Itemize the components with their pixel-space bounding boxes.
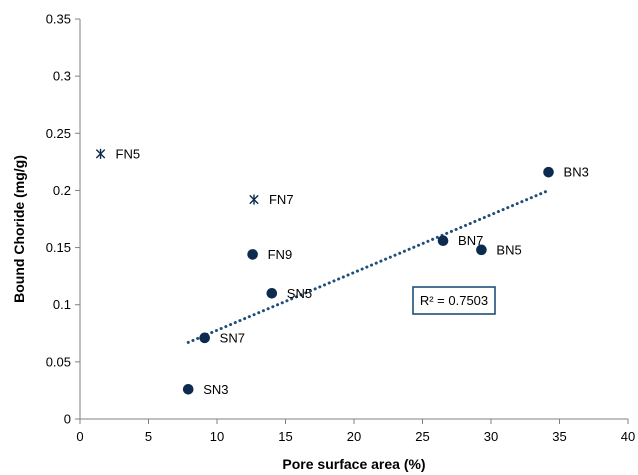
y-tick-label: 0.05 [46, 354, 71, 369]
point-labels: SN3 SN7 SN5 FN9 BN7 BN5 BN3 FN5 FN7 [116, 146, 589, 396]
data-point-fn5 [95, 148, 106, 159]
r-squared-annotation: R² = 0.7503 [412, 286, 496, 315]
axes [79, 19, 628, 420]
y-tick-label: 0.15 [46, 240, 71, 255]
y-tick-label: 0.2 [53, 183, 71, 198]
x-tick-label: 10 [210, 429, 224, 444]
trendline [186, 188, 551, 344]
point-label-sn5: SN5 [287, 286, 312, 301]
data-point-sn3 [182, 383, 194, 395]
r-squared-text: R² = 0.7503 [420, 293, 488, 308]
x-tick-label: 20 [347, 429, 361, 444]
point-label-bn3: BN3 [564, 165, 589, 180]
y-tick-label: 0.1 [53, 297, 71, 312]
y-tick-label: 0.25 [46, 126, 71, 141]
x-tick-label: 15 [278, 429, 292, 444]
data-point-bn3 [543, 166, 554, 178]
data-point-sn7 [199, 332, 210, 344]
data-point-fn7 [249, 194, 259, 205]
y-axis-ticks: 0 0.05 0.1 0.15 0.2 0.25 0.3 0.35 [46, 12, 80, 427]
data-point-fn9 [247, 249, 258, 260]
data-point-bn7 [437, 235, 449, 247]
x-axis-ticks: 0 5 10 15 20 25 30 35 40 [76, 419, 635, 444]
data-point-bn5 [476, 244, 487, 256]
y-tick-label: 0.35 [46, 12, 71, 27]
x-tick-label: 5 [145, 429, 152, 444]
point-label-fn7: FN7 [269, 192, 294, 207]
x-tick-label: 25 [415, 429, 429, 444]
x-tick-label: 0 [76, 429, 83, 444]
r-squared-box [412, 286, 496, 315]
x-axis-title: Pore surface area (%) [282, 456, 425, 472]
x-tick-label: 30 [484, 429, 498, 444]
point-label-sn3: SN3 [203, 382, 228, 397]
y-axis-title: Bound Choride (mg/g) [11, 155, 27, 303]
point-label-fn5: FN5 [116, 146, 141, 161]
x-tick-label: 35 [552, 429, 566, 444]
y-tick-label: 0 [64, 412, 71, 427]
point-label-bn7: BN7 [458, 233, 483, 248]
point-label-bn5: BN5 [496, 242, 521, 257]
point-label-fn9: FN9 [268, 247, 293, 262]
x-tick-label: 40 [621, 429, 635, 444]
data-points [95, 148, 554, 395]
trendline-group [186, 188, 551, 344]
y-tick-label: 0.3 [53, 69, 71, 84]
data-point-sn5 [266, 287, 278, 299]
point-label-sn7: SN7 [220, 330, 245, 345]
